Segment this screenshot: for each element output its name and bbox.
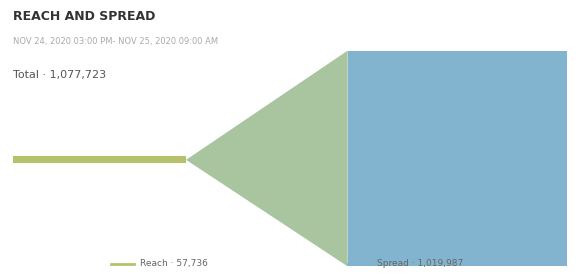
- Text: Spread · 1,019,987: Spread · 1,019,987: [376, 259, 463, 268]
- Text: NOV 24, 2020 03:00 PM- NOV 25, 2020 09:00 AM: NOV 24, 2020 03:00 PM- NOV 25, 2020 09:0…: [13, 37, 218, 46]
- FancyBboxPatch shape: [348, 51, 567, 266]
- Polygon shape: [186, 51, 348, 266]
- Text: Total · 1,077,723: Total · 1,077,723: [13, 70, 106, 80]
- Text: Reach · 57,736: Reach · 57,736: [140, 259, 208, 268]
- FancyBboxPatch shape: [13, 156, 186, 163]
- Text: REACH AND SPREAD: REACH AND SPREAD: [13, 10, 155, 23]
